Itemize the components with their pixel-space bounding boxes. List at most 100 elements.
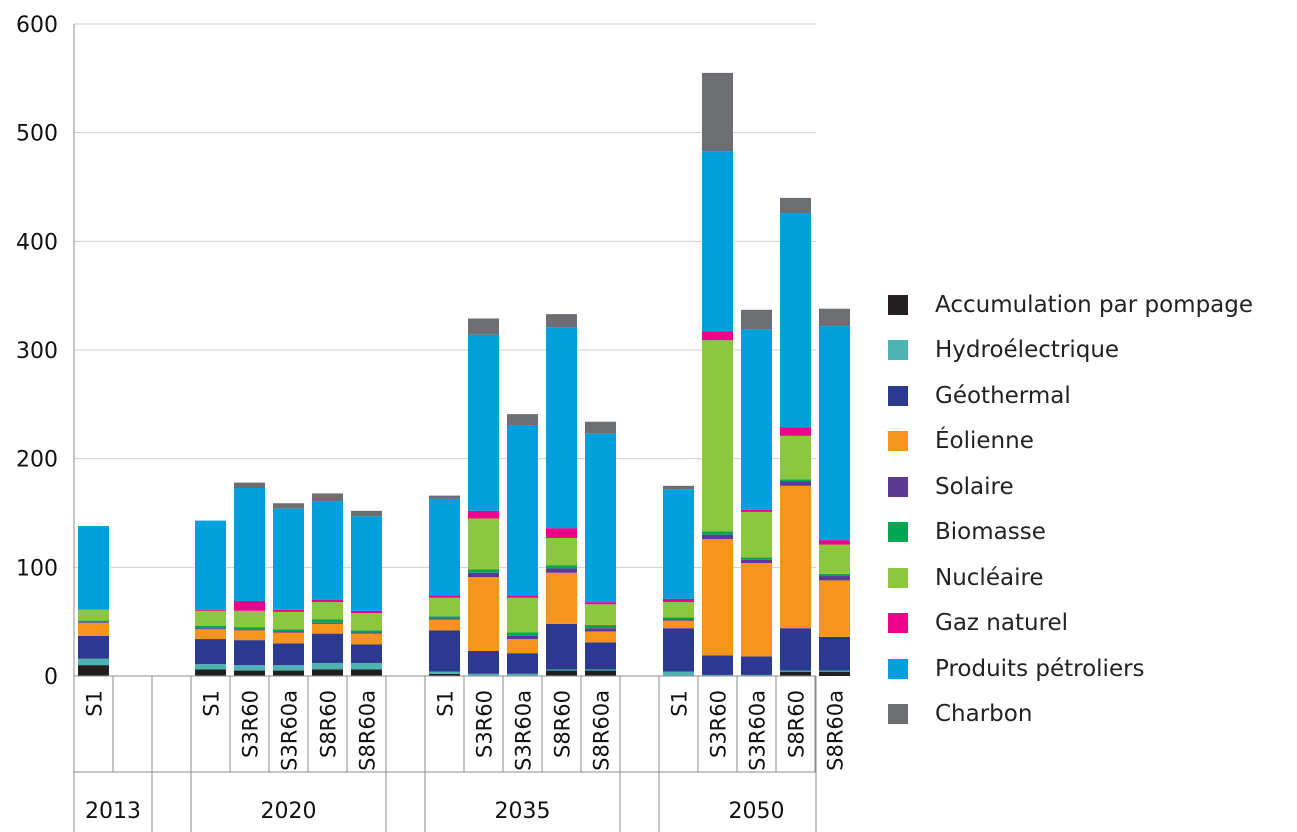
bar-segment — [312, 662, 343, 670]
bar-segment — [546, 327, 577, 529]
legend-swatch — [888, 385, 908, 406]
category-label: S3R60 — [239, 690, 263, 758]
legend-swatch — [888, 704, 908, 725]
category-label: S3R60 — [473, 690, 497, 758]
bar-segment — [468, 334, 499, 511]
bar-segment — [468, 518, 499, 570]
bar-segment — [429, 498, 460, 596]
bar-segment — [78, 620, 109, 622]
category-label: S8R60 — [785, 690, 809, 758]
bar-segment — [546, 528, 577, 538]
legend-label: Solaire — [935, 473, 1014, 500]
bar-segment — [663, 617, 694, 620]
bar-segment — [819, 576, 850, 581]
bar-segment — [546, 314, 577, 328]
bar-segment — [819, 308, 850, 327]
bar-segment — [234, 670, 265, 676]
legend-swatch — [888, 476, 908, 497]
bar-segment — [78, 609, 109, 621]
bar-segment — [546, 623, 577, 670]
bar-segment — [546, 565, 577, 569]
y-tick-label: 0 — [44, 665, 58, 690]
bar-segment — [780, 427, 811, 436]
bar-segment — [780, 481, 811, 486]
x-axis-categories: S1 S1 S3R60 S3R60a S8R60 S8R60a S1 S3R60 S3R60a S… — [83, 690, 848, 771]
bar-segment — [273, 670, 304, 676]
legend-swatch — [888, 522, 908, 543]
legend: Accumulation par pompage Hydroélectrique G… — [888, 282, 1253, 737]
bar-segment — [780, 628, 811, 671]
bar-segment — [780, 479, 811, 482]
bar-segment — [507, 673, 538, 676]
bar-segment — [819, 326, 850, 541]
bar-segment — [585, 602, 616, 605]
bar-segment — [585, 631, 616, 643]
bar-segment — [234, 629, 265, 631]
bar-segment — [585, 604, 616, 625]
bar-segment — [195, 629, 226, 640]
bar-segment — [468, 510, 499, 519]
bar-segment — [741, 559, 772, 563]
bar-segment — [234, 488, 265, 602]
bar-segment — [702, 151, 733, 332]
category-label: S8R60 — [317, 690, 341, 758]
y-tick-label: 100 — [16, 556, 58, 581]
bar-segment — [195, 669, 226, 676]
bar-segment — [351, 612, 382, 631]
bar-segment — [351, 630, 382, 633]
bar-segment — [195, 609, 226, 611]
bar-segment — [663, 620, 694, 629]
legend-swatch — [888, 613, 908, 634]
bar-segment — [351, 516, 382, 611]
bar-segment — [819, 544, 850, 574]
bar-segment — [429, 630, 460, 672]
bar-segment — [507, 597, 538, 633]
bar-segment — [312, 622, 343, 624]
y-tick-label: 600 — [16, 13, 58, 38]
bar-segment — [312, 623, 343, 634]
bar-segment — [585, 670, 616, 676]
bar-segment — [351, 644, 382, 663]
category-label: S1 — [200, 690, 224, 717]
bar-segment — [78, 658, 109, 666]
bar-segment — [195, 639, 226, 665]
bar-segment — [351, 662, 382, 670]
bar-segment — [195, 664, 226, 670]
bar-segment — [468, 651, 499, 674]
bar-segment — [780, 670, 811, 672]
bar-segment — [429, 671, 460, 674]
legend-label: Éolienne — [935, 428, 1034, 455]
category-label: S3R60a — [278, 690, 302, 771]
bar-segment — [702, 72, 733, 152]
bar-segment — [195, 610, 226, 627]
bar-segment — [702, 331, 733, 341]
bar-segment — [585, 642, 616, 670]
bars — [78, 72, 850, 676]
bar-segment — [702, 674, 733, 676]
y-tick-label: 500 — [16, 122, 58, 147]
bar-segment — [741, 309, 772, 330]
bar-segment — [234, 482, 265, 489]
bar-segment — [546, 537, 577, 566]
bar-segment — [312, 633, 343, 663]
bar-segment — [78, 665, 109, 676]
category-label: S1 — [668, 690, 692, 717]
legend-swatch — [888, 658, 908, 679]
bar-segment — [585, 669, 616, 671]
bar-segment — [351, 610, 382, 613]
bar-segment — [507, 653, 538, 674]
bar-segment — [780, 213, 811, 428]
bar-segment — [351, 669, 382, 676]
bar-segment — [351, 510, 382, 517]
bar-segment — [663, 598, 694, 603]
bar-segment — [78, 635, 109, 659]
bar-segment — [663, 602, 694, 618]
y-tick-label: 400 — [16, 230, 58, 255]
bar-segment — [234, 601, 265, 611]
bar-segment — [546, 572, 577, 624]
bar-segment — [429, 619, 460, 631]
bar-segment — [429, 495, 460, 499]
bar-segment — [78, 526, 109, 610]
bar-segment — [741, 562, 772, 657]
legend-label: Produits pétroliers — [935, 655, 1145, 682]
